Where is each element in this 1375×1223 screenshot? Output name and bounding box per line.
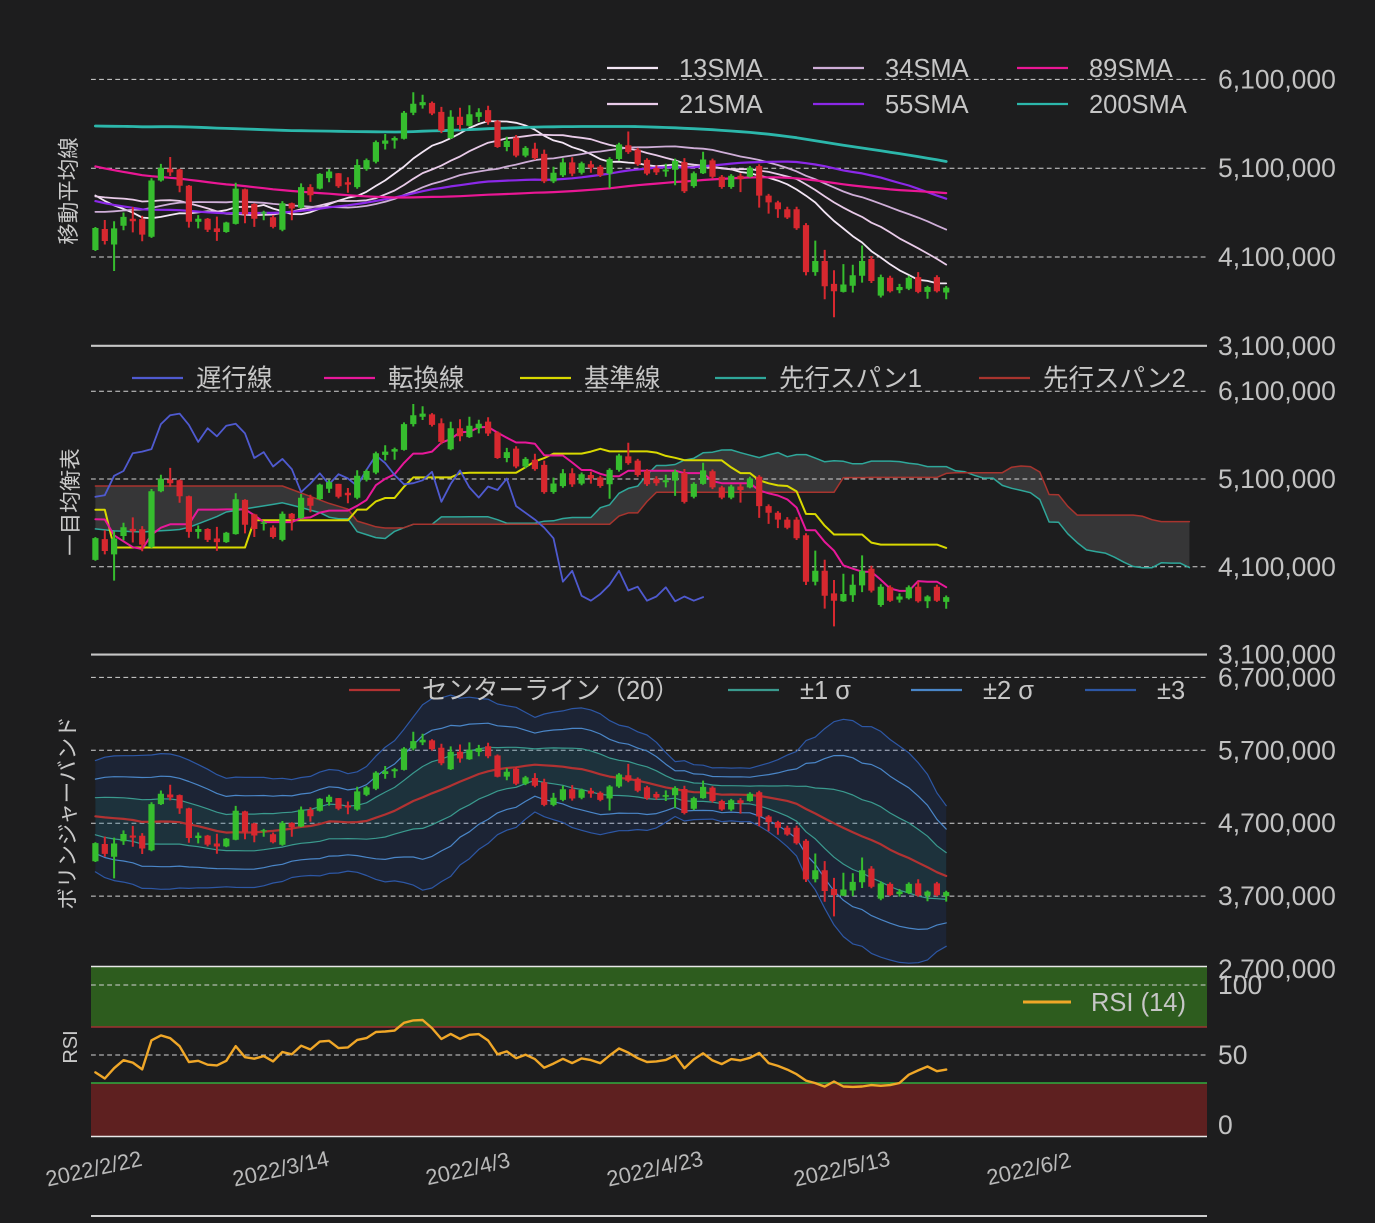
svg-text:遅行線: 遅行線: [196, 365, 273, 393]
svg-text:移動平均線: 移動平均線: [57, 137, 81, 245]
svg-text:ボリンジャーバンド: ボリンジャーバンド: [56, 716, 80, 909]
svg-text:4,100,000: 4,100,000: [1218, 552, 1336, 582]
svg-text:6,100,000: 6,100,000: [1218, 64, 1336, 94]
svg-text:4,700,000: 4,700,000: [1218, 808, 1336, 838]
svg-text:3,100,000: 3,100,000: [1218, 640, 1336, 670]
svg-text:3,700,000: 3,700,000: [1218, 881, 1336, 911]
svg-text:0: 0: [1218, 1110, 1233, 1140]
svg-text:±3: ±3: [1157, 677, 1185, 705]
svg-text:6,100,000: 6,100,000: [1218, 376, 1336, 406]
svg-text:3,100,000: 3,100,000: [1218, 331, 1336, 361]
svg-text:±1 σ: ±1 σ: [800, 677, 851, 705]
svg-text:6,700,000: 6,700,000: [1218, 662, 1336, 692]
svg-text:先行スパン2: 先行スパン2: [1043, 365, 1186, 393]
svg-text:2,700,000: 2,700,000: [1218, 954, 1336, 984]
svg-text:5,100,000: 5,100,000: [1218, 464, 1336, 494]
svg-text:転換線: 転換線: [388, 365, 465, 393]
svg-text:100: 100: [1218, 970, 1262, 1000]
svg-text:一目均衡表: 一目均衡表: [59, 448, 83, 556]
svg-text:RSI (14): RSI (14): [1091, 989, 1186, 1017]
svg-text:基準線: 基準線: [584, 365, 661, 393]
svg-text:21SMA: 21SMA: [679, 91, 763, 119]
svg-text:先行スパン1: 先行スパン1: [779, 365, 922, 393]
svg-text:4,100,000: 4,100,000: [1218, 242, 1336, 272]
svg-text:34SMA: 34SMA: [885, 55, 969, 83]
svg-text:50: 50: [1218, 1040, 1247, 1070]
svg-text:±2 σ: ±2 σ: [983, 677, 1034, 705]
svg-text:RSI: RSI: [60, 1030, 82, 1063]
svg-text:13SMA: 13SMA: [679, 55, 763, 83]
svg-text:89SMA: 89SMA: [1089, 55, 1173, 83]
svg-text:センターライン（20）: センターライン（20）: [422, 677, 680, 705]
svg-text:55SMA: 55SMA: [885, 91, 969, 119]
svg-text:5,100,000: 5,100,000: [1218, 153, 1336, 183]
svg-text:200SMA: 200SMA: [1089, 91, 1187, 119]
svg-text:5,700,000: 5,700,000: [1218, 735, 1336, 765]
